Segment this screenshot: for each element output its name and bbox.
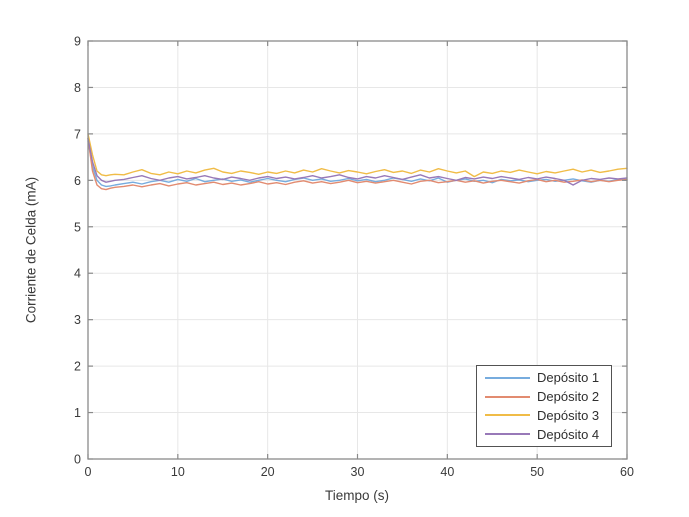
svg-text:30: 30: [351, 465, 365, 479]
legend-line-sample: [485, 433, 530, 436]
svg-text:20: 20: [261, 465, 275, 479]
legend-item: Depósito 2: [485, 388, 611, 406]
legend-line-sample: [485, 395, 530, 398]
legend-label: Depósito 2: [537, 389, 600, 405]
legend-line-sample: [485, 376, 530, 379]
svg-text:3: 3: [74, 313, 81, 327]
svg-text:5: 5: [74, 220, 81, 234]
svg-text:0: 0: [85, 465, 92, 479]
svg-text:0: 0: [74, 453, 81, 467]
legend-item: Depósito 1: [485, 369, 611, 387]
y-axis-label: Corriente de Celda (mA): [23, 176, 39, 324]
svg-text:6: 6: [74, 174, 81, 188]
svg-text:2: 2: [74, 360, 81, 374]
svg-text:60: 60: [620, 465, 634, 479]
svg-text:9: 9: [74, 35, 81, 49]
svg-text:8: 8: [74, 81, 81, 95]
legend-label: Depósito 3: [537, 407, 600, 423]
legend-item: Depósito 3: [485, 406, 611, 424]
svg-text:10: 10: [171, 465, 185, 479]
svg-text:40: 40: [440, 465, 454, 479]
svg-text:7: 7: [74, 127, 81, 141]
legend-line-sample: [485, 414, 530, 417]
legend-label: Depósito 1: [537, 370, 600, 386]
legend: Depósito 1 Depósito 2 Depósito 3 Depósit…: [476, 365, 612, 447]
legend-item: Depósito 4: [485, 425, 611, 443]
x-axis-label: Tiempo (s): [324, 488, 390, 503]
legend-label: Depósito 4: [537, 426, 600, 442]
svg-text:1: 1: [74, 406, 81, 420]
svg-text:4: 4: [74, 267, 81, 281]
svg-text:50: 50: [530, 465, 544, 479]
